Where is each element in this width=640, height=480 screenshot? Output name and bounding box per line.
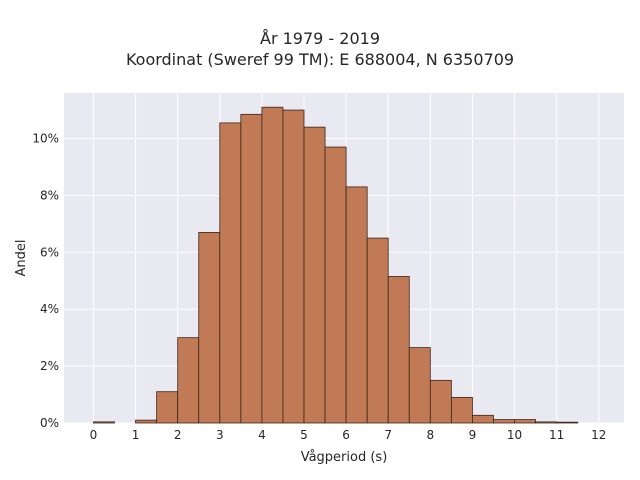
histogram-bar [324, 146, 347, 424]
x-tick-labels: 0 1 2 3 4 5 6 7 8 9 10 11 12 [90, 428, 607, 442]
histogram-bars [93, 106, 579, 424]
histogram-bar [345, 186, 368, 424]
y-tick-label: 8% [40, 188, 59, 202]
y-axis-label: Andel [14, 240, 29, 277]
histogram-bar [493, 419, 515, 424]
histogram-bar [240, 113, 263, 424]
histogram-bar [135, 419, 158, 424]
y-tick-label: 6% [40, 245, 59, 259]
histogram-bar [450, 396, 473, 424]
x-tick-label: 7 [384, 428, 392, 442]
histogram-bar [514, 419, 536, 424]
x-tick-label: 3 [216, 428, 224, 442]
x-tick-label: 12 [591, 428, 606, 442]
x-tick-label: 10 [507, 428, 522, 442]
y-tick-label: 2% [40, 359, 59, 373]
histogram-bar [282, 109, 305, 424]
chart-title-line2: Koordinat (Sweref 99 TM): E 688004, N 63… [125, 50, 515, 69]
histogram-bar [429, 379, 452, 424]
histogram-bar [261, 106, 284, 424]
histogram-bar [408, 347, 431, 424]
histogram-bar [156, 391, 179, 424]
chart-title-line1: År 1979 - 2019 [260, 29, 380, 48]
histogram-bar [472, 414, 494, 424]
y-tick-label: 0% [40, 416, 59, 430]
y-tick-label: 10% [32, 132, 59, 146]
histogram-bar [93, 421, 115, 424]
histogram-bar [198, 231, 221, 424]
x-tick-label: 0 [90, 428, 98, 442]
histogram-bar [219, 122, 242, 424]
histogram-bar [177, 337, 200, 424]
x-tick-label: 9 [469, 428, 477, 442]
x-tick-label: 1 [132, 428, 140, 442]
x-tick-label: 6 [342, 428, 350, 442]
x-axis-label: Vågperiod (s) [301, 450, 388, 465]
histogram-bar [366, 237, 389, 424]
y-tick-labels: 0% 2% 4% 6% 8% 10% [32, 132, 59, 430]
histogram-bar [303, 126, 326, 424]
x-tick-label: 8 [426, 428, 434, 442]
x-tick-label: 5 [300, 428, 308, 442]
x-tick-label: 4 [258, 428, 266, 442]
histogram-bar [535, 421, 558, 424]
x-tick-label: 2 [174, 428, 182, 442]
histogram-bar [387, 276, 410, 424]
x-tick-label: 11 [549, 428, 564, 442]
histogram-bar [556, 421, 579, 424]
y-tick-label: 4% [40, 302, 59, 316]
